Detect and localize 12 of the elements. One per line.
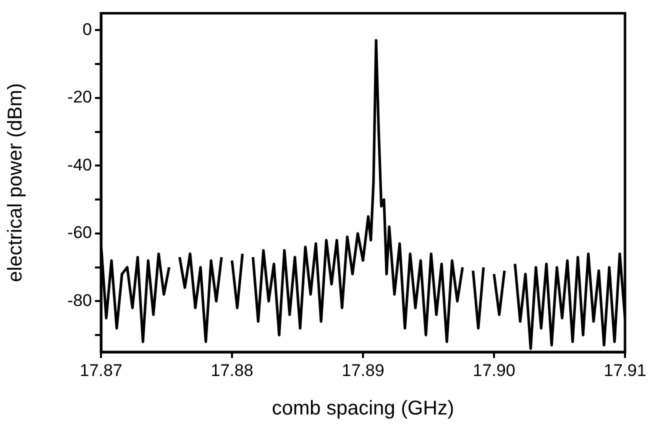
y-tick-label: -40 bbox=[67, 155, 92, 174]
x-axis-title: comb spacing (GHz) bbox=[272, 398, 454, 420]
y-tick-label: -60 bbox=[67, 223, 92, 242]
y-axis-title: electrical power (dBm) bbox=[4, 83, 27, 282]
y-tick-label: -80 bbox=[67, 290, 92, 310]
x-tick-label: 17.87 bbox=[80, 360, 122, 380]
x-tick-label: 17.88 bbox=[210, 360, 254, 380]
x-tick-label: 17.91 bbox=[604, 360, 646, 380]
y-tick-label: -20 bbox=[67, 88, 92, 107]
x-tick-label: 17.89 bbox=[342, 360, 384, 380]
x-tick-label: 17.90 bbox=[472, 360, 516, 380]
y-tick-label: 0 bbox=[82, 20, 92, 39]
